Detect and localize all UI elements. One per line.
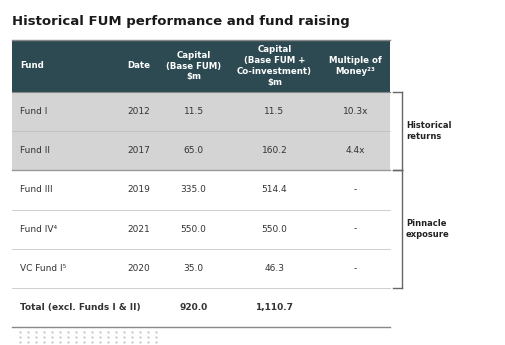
Bar [12,92,390,131]
Text: 46.3: 46.3 [265,264,284,273]
Text: 10.3x: 10.3x [342,107,368,116]
Text: 160.2: 160.2 [262,146,287,155]
Text: 335.0: 335.0 [181,185,207,195]
Bar [12,249,390,288]
Text: 11.5: 11.5 [265,107,284,116]
Text: 2021: 2021 [128,225,150,234]
Text: Historical
returns: Historical returns [406,121,451,141]
Text: Capital
(Base FUM)
$m: Capital (Base FUM) $m [166,51,221,81]
Text: 4.4x: 4.4x [345,146,365,155]
Text: 2019: 2019 [128,185,150,195]
Text: -: - [354,185,357,195]
Text: Fund IV⁴: Fund IV⁴ [20,225,57,234]
Text: 1,110.7: 1,110.7 [256,303,293,312]
Text: VC Fund I⁵: VC Fund I⁵ [20,264,66,273]
Text: -: - [354,264,357,273]
Text: 920.0: 920.0 [179,303,208,312]
Bar [12,131,390,170]
Bar [12,40,390,92]
Text: Fund II: Fund II [20,146,50,155]
Text: 514.4: 514.4 [262,185,287,195]
Text: -: - [354,225,357,234]
Text: Capital
(Base FUM +
Co-investment)
$m: Capital (Base FUM + Co-investment) $m [237,46,312,87]
Text: 65.0: 65.0 [184,146,204,155]
Text: 550.0: 550.0 [181,225,207,234]
Text: 2017: 2017 [128,146,150,155]
Text: Fund I: Fund I [20,107,47,116]
Text: Multiple of
Money²³: Multiple of Money²³ [329,56,382,76]
Text: 550.0: 550.0 [262,225,287,234]
Text: 11.5: 11.5 [184,107,204,116]
Text: Pinnacle
exposure: Pinnacle exposure [406,219,450,239]
Text: Total (excl. Funds I & II): Total (excl. Funds I & II) [20,303,140,312]
Bar [12,209,390,249]
Text: Fund III: Fund III [20,185,53,195]
Text: 35.0: 35.0 [184,264,204,273]
Text: 2020: 2020 [128,264,150,273]
Bar [12,288,390,327]
Text: Fund: Fund [20,61,44,70]
Text: Historical FUM performance and fund raising: Historical FUM performance and fund rais… [12,15,350,28]
Text: 2012: 2012 [128,107,150,116]
Text: Date: Date [128,61,150,70]
Bar [12,170,390,209]
